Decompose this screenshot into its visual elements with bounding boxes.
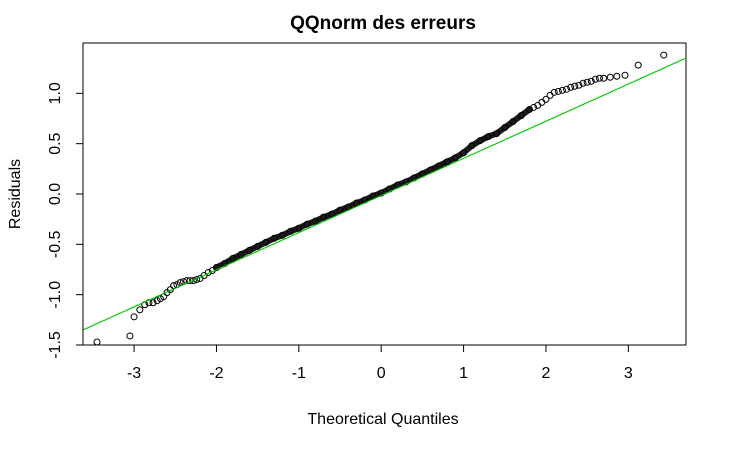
data-point: [509, 118, 517, 126]
points-layer: [82, 51, 687, 346]
data-point: [443, 158, 451, 166]
data-point: [558, 86, 566, 94]
x-tick-label: -1: [292, 365, 306, 382]
data-point: [563, 85, 571, 93]
data-point: [126, 332, 134, 340]
data-point: [237, 250, 245, 258]
data-point: [311, 217, 319, 225]
data-point: [538, 98, 546, 106]
y-tick-label: -1.5: [47, 331, 64, 359]
data-point: [571, 82, 579, 90]
data-point: [493, 130, 501, 138]
x-tick-label: -3: [127, 365, 141, 382]
data-point: [542, 95, 550, 103]
x-tick-label: 2: [542, 365, 551, 382]
data-point: [402, 178, 410, 186]
data-point: [352, 199, 360, 207]
data-point: [303, 220, 311, 228]
data-point: [575, 81, 583, 89]
y-tick-label: -1.0: [47, 281, 64, 309]
data-point: [229, 254, 237, 262]
data-point: [546, 91, 554, 99]
data-point: [591, 75, 599, 83]
data-point: [189, 277, 197, 285]
y-tick-label: 0.5: [47, 132, 64, 154]
x-tick-label: 0: [377, 365, 386, 382]
data-point: [136, 306, 144, 314]
data-point: [149, 299, 157, 307]
chart-title: QQnorm des erreurs: [290, 13, 476, 34]
y-tick-label: 0.0: [47, 183, 64, 205]
data-point: [278, 231, 286, 239]
data-point: [600, 74, 608, 82]
data-point: [245, 246, 253, 254]
data-point: [501, 124, 509, 132]
data-point: [525, 105, 533, 113]
data-point: [634, 61, 642, 69]
data-point: [130, 313, 138, 321]
data-point: [621, 71, 629, 79]
data-point: [554, 87, 562, 95]
data-point: [476, 137, 484, 145]
data-point: [517, 111, 525, 119]
data-point: [484, 133, 492, 141]
data-point: [583, 78, 591, 86]
data-point: [254, 242, 262, 250]
data-point: [212, 263, 220, 271]
data-point: [606, 73, 614, 81]
x-tick-label: 1: [459, 365, 468, 382]
x-tick-label: -2: [209, 365, 223, 382]
y-tick-label: 1.0: [47, 82, 64, 104]
data-point: [613, 72, 621, 80]
y-tick-label: -0.5: [47, 230, 64, 258]
data-point: [579, 79, 587, 87]
y-axis: -1.5 -1.0 -0.5 0.0 0.5 1.0: [47, 82, 84, 359]
data-point: [567, 83, 575, 91]
data-point: [660, 51, 668, 59]
data-point: [435, 162, 443, 170]
data-point: [287, 227, 295, 235]
qq-reference-line-overlay: [82, 57, 687, 331]
data-point: [295, 224, 303, 232]
data-point: [270, 234, 278, 242]
x-tick-label: 3: [624, 365, 633, 382]
data-point: [530, 103, 538, 111]
data-point: [328, 210, 336, 218]
data-point: [93, 338, 101, 346]
data-point: [336, 206, 344, 214]
data-point: [550, 88, 558, 96]
data-point: [460, 149, 468, 157]
data-point: [320, 213, 328, 221]
x-axis-label: Theoretical Quantiles: [307, 411, 458, 428]
data-point: [587, 77, 595, 85]
x-axis: -3 -2 -1 0 1 2 3: [127, 344, 633, 382]
data-point: [596, 74, 604, 82]
y-axis-label: Residuals: [7, 159, 24, 229]
data-point: [262, 238, 270, 246]
data-point: [451, 154, 459, 162]
data-point: [468, 142, 476, 150]
